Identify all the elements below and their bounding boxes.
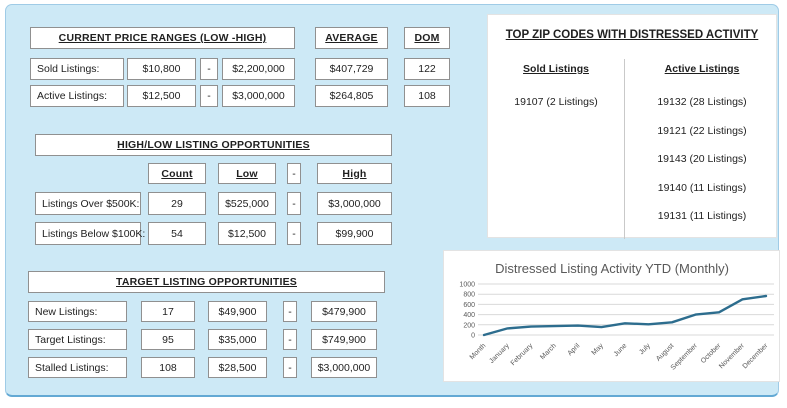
svg-text:800: 800 xyxy=(463,292,475,299)
svg-text:December: December xyxy=(742,342,770,370)
active-dom-value: 108 xyxy=(404,85,450,107)
svg-text:August: August xyxy=(655,342,675,362)
sold-listings-label: Sold Listings: xyxy=(30,58,124,80)
sold-low-value: $10,800 xyxy=(127,58,196,80)
active-zip-item: 19121 (22 Listings) xyxy=(657,125,747,137)
stalled-listings-high: $3,000,000 xyxy=(311,357,377,378)
svg-text:March: March xyxy=(539,342,558,361)
stalled-listings-separator: - xyxy=(283,357,297,378)
active-listings-label: Active Listings: xyxy=(30,85,124,107)
svg-text:200: 200 xyxy=(463,322,475,329)
active-listings-column-header: Active Listings xyxy=(664,63,740,75)
target-listings-count: 95 xyxy=(141,329,195,350)
active-high-value: $3,000,000 xyxy=(222,85,295,107)
header-separator: - xyxy=(287,163,301,184)
svg-text:October: October xyxy=(700,342,723,365)
svg-text:600: 600 xyxy=(463,302,475,309)
target-listings-high: $749,900 xyxy=(311,329,377,350)
svg-text:0: 0 xyxy=(471,333,475,340)
svg-text:January: January xyxy=(488,342,511,365)
low-header: Low xyxy=(218,163,276,184)
stalled-listings-low: $28,500 xyxy=(208,357,267,378)
target-listings-low: $35,000 xyxy=(208,329,267,350)
below-100k-count: 54 xyxy=(148,222,206,245)
over-500k-separator: - xyxy=(287,192,301,215)
sold-zip-item: 19107 (2 Listings) xyxy=(514,96,598,108)
sold-average-value: $407,729 xyxy=(315,58,388,80)
active-zip-item: 19131 (11 Listings) xyxy=(657,210,747,222)
sold-dom-value: 122 xyxy=(404,58,450,80)
below-100k-label: Listings Below $100K: xyxy=(35,222,145,245)
over-500k-label: Listings Over $500K: xyxy=(35,192,141,215)
below-100k-separator: - xyxy=(287,222,301,245)
sold-range-separator: - xyxy=(200,58,218,80)
svg-text:400: 400 xyxy=(463,312,475,319)
active-range-separator: - xyxy=(200,85,218,107)
over-500k-count: 29 xyxy=(148,192,206,215)
svg-text:June: June xyxy=(613,342,629,358)
below-100k-high: $99,900 xyxy=(317,222,392,245)
new-listings-high: $479,900 xyxy=(311,301,377,322)
distressed-activity-line-chart: Distressed Listing Activity YTD (Monthly… xyxy=(459,261,774,372)
chart-panel: Distressed Listing Activity YTD (Monthly… xyxy=(443,250,780,382)
stalled-listings-count: 108 xyxy=(141,357,195,378)
svg-text:Month: Month xyxy=(469,342,488,361)
zip-codes-title: TOP ZIP CODES WITH DISTRESSED ACTIVITY xyxy=(505,29,759,41)
high-header: High xyxy=(317,163,392,184)
price-ranges-title: CURRENT PRICE RANGES (LOW -HIGH) xyxy=(30,27,295,49)
target-listings-label: Target Listings: xyxy=(28,329,127,350)
svg-text:July: July xyxy=(638,342,652,356)
sold-listings-column-header: Sold Listings xyxy=(523,63,589,75)
over-500k-low: $525,000 xyxy=(218,192,276,215)
new-listings-count: 17 xyxy=(141,301,195,322)
target-listings-separator: - xyxy=(283,329,297,350)
new-listings-separator: - xyxy=(283,301,297,322)
new-listings-label: New Listings: xyxy=(28,301,127,322)
target-title: TARGET LISTING OPPORTUNITIES xyxy=(28,271,385,293)
active-average-value: $264,805 xyxy=(315,85,388,107)
high-low-title: HIGH/LOW LISTING OPPORTUNITIES xyxy=(35,134,392,156)
sold-high-value: $2,200,000 xyxy=(222,58,295,80)
svg-text:April: April xyxy=(567,342,582,357)
active-zip-item: 19140 (11 Listings) xyxy=(657,182,747,194)
active-zip-item: 19143 (20 Listings) xyxy=(657,153,747,165)
active-low-value: $12,500 xyxy=(127,85,196,107)
svg-text:1000: 1000 xyxy=(459,282,475,289)
zip-columns-divider xyxy=(624,59,625,239)
below-100k-low: $12,500 xyxy=(218,222,276,245)
dom-header: DOM xyxy=(404,27,450,49)
average-header: AVERAGE xyxy=(315,27,388,49)
zip-codes-panel: TOP ZIP CODES WITH DISTRESSED ACTIVITY S… xyxy=(487,14,777,239)
svg-text:May: May xyxy=(591,342,606,357)
new-listings-low: $49,900 xyxy=(208,301,267,322)
count-header: Count xyxy=(148,163,206,184)
over-500k-high: $3,000,000 xyxy=(317,192,392,215)
active-zip-item: 19132 (28 Listings) xyxy=(657,96,747,108)
stalled-listings-label: Stalled Listings: xyxy=(28,357,127,378)
svg-text:February: February xyxy=(510,342,535,367)
svg-text:Distressed Listing Activity YT: Distressed Listing Activity YTD (Monthly… xyxy=(495,261,729,276)
